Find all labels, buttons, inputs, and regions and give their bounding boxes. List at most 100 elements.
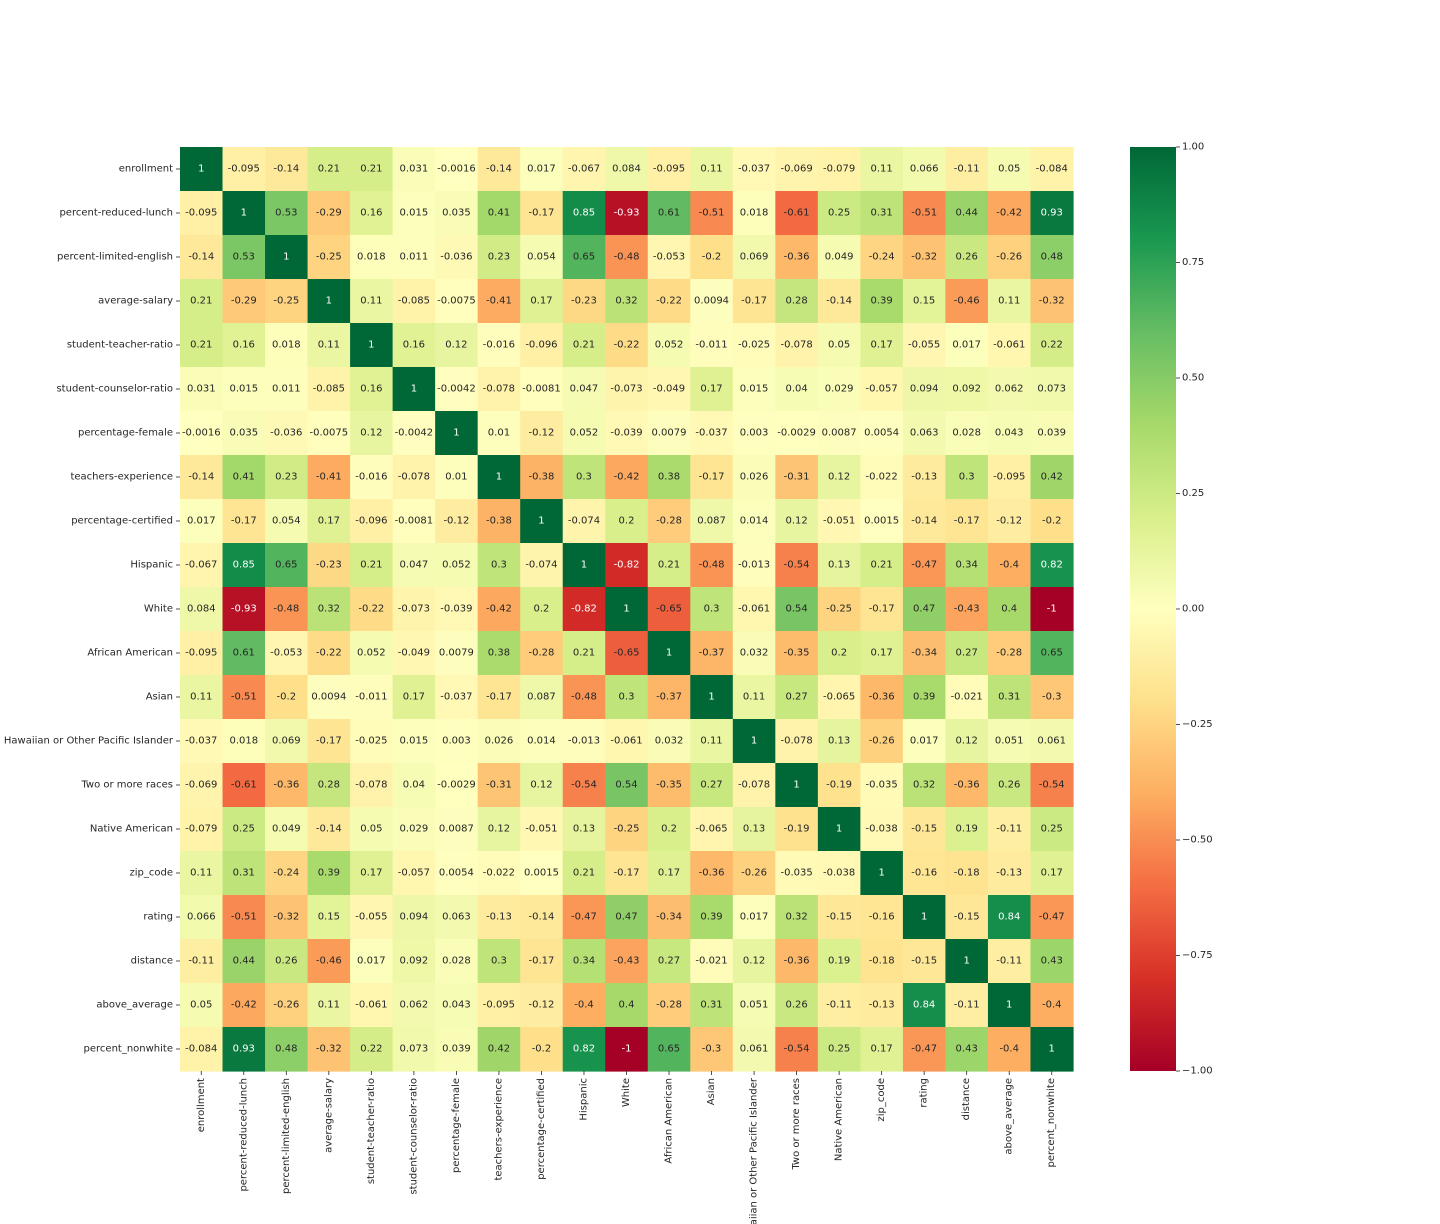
heatmap-cell bbox=[605, 631, 649, 676]
heatmap-cell bbox=[562, 147, 606, 192]
heatmap-cell bbox=[902, 807, 947, 852]
heatmap-cell bbox=[477, 631, 521, 676]
cell-annotation: -0.12 bbox=[996, 516, 1022, 527]
heatmap-cell bbox=[775, 675, 819, 720]
heatmap-cell bbox=[605, 279, 649, 324]
heatmap-cell bbox=[732, 411, 776, 456]
cell-annotation: 0.052 bbox=[442, 560, 471, 571]
heatmap-cell bbox=[562, 323, 606, 368]
cell-annotation: 0.029 bbox=[400, 824, 429, 835]
cell-annotation: -0.24 bbox=[273, 868, 299, 879]
heatmap-cell bbox=[222, 279, 266, 324]
cell-annotation: -0.2 bbox=[532, 1044, 552, 1055]
heatmap-cell bbox=[690, 279, 734, 324]
cell-annotation: 0.17 bbox=[871, 340, 893, 351]
cell-annotation: -0.41 bbox=[486, 296, 512, 307]
heatmap-cell bbox=[987, 499, 1032, 544]
heatmap-cell bbox=[435, 499, 479, 544]
cell-annotation: 0.23 bbox=[275, 472, 297, 483]
heatmap-cell bbox=[605, 807, 649, 852]
cell-annotation: 0.087 bbox=[527, 692, 556, 703]
cell-annotation: 0.0054 bbox=[439, 868, 474, 879]
heatmap-cell bbox=[477, 191, 521, 236]
cell-annotation: -0.36 bbox=[784, 956, 810, 967]
heatmap-cell bbox=[222, 983, 266, 1028]
cell-annotation: 0.41 bbox=[233, 472, 255, 483]
cell-annotation: -0.46 bbox=[954, 296, 980, 307]
heatmap-cell bbox=[350, 587, 394, 632]
cell-annotation: -0.2 bbox=[277, 692, 297, 703]
cell-annotation: 0.018 bbox=[272, 340, 301, 351]
heatmap-cell bbox=[477, 543, 521, 588]
heatmap-cell bbox=[435, 719, 479, 764]
heatmap-cell bbox=[817, 719, 861, 764]
y-tick-label: Two or more races bbox=[80, 780, 173, 791]
heatmap-cell bbox=[265, 235, 309, 280]
cell-annotation: 0.11 bbox=[360, 296, 382, 307]
heatmap-cell bbox=[477, 455, 521, 500]
heatmap-cell bbox=[477, 323, 521, 368]
heatmap-cell bbox=[647, 675, 691, 720]
cell-annotation: -0.079 bbox=[823, 164, 855, 175]
heatmap-cell bbox=[690, 719, 734, 764]
heatmap-cell bbox=[520, 499, 564, 544]
cell-annotation: 0.16 bbox=[360, 384, 382, 395]
heatmap-cell bbox=[307, 455, 351, 500]
heatmap-cell bbox=[392, 631, 436, 676]
heatmap-cell bbox=[392, 323, 436, 368]
cell-annotation: -0.095 bbox=[653, 164, 685, 175]
y-tick-label: percentage-female bbox=[78, 428, 173, 439]
heatmap-cell bbox=[180, 323, 224, 368]
cell-annotation: -0.0042 bbox=[395, 428, 434, 439]
cell-annotation: 0.21 bbox=[658, 560, 680, 571]
heatmap-cell bbox=[732, 763, 776, 808]
y-tick-label: student-counselor-ratio bbox=[56, 384, 173, 395]
heatmap-cell bbox=[392, 1027, 436, 1072]
heatmap-cell bbox=[987, 895, 1032, 940]
heatmap-cell bbox=[307, 587, 351, 632]
cell-annotation: -0.074 bbox=[568, 516, 600, 527]
heatmap-cell bbox=[265, 763, 309, 808]
cell-annotation: -0.0081 bbox=[522, 384, 561, 395]
heatmap-cell bbox=[945, 367, 989, 412]
cell-annotation: 0.032 bbox=[655, 736, 684, 747]
cell-annotation: -0.11 bbox=[954, 164, 980, 175]
heatmap-cell bbox=[350, 367, 394, 412]
heatmap-cell bbox=[902, 543, 947, 588]
heatmap-cell bbox=[902, 235, 947, 280]
heatmap-cell bbox=[817, 499, 861, 544]
cell-annotation: 0.061 bbox=[740, 1044, 769, 1055]
cell-annotation: 0.27 bbox=[700, 780, 722, 791]
cell-annotation: -0.48 bbox=[571, 692, 597, 703]
heatmap-cell bbox=[690, 1027, 734, 1072]
heatmap-cell bbox=[902, 719, 947, 764]
heatmap-cell bbox=[902, 631, 947, 676]
heatmap-cell bbox=[1030, 631, 1074, 676]
cell-annotation: -0.51 bbox=[231, 912, 257, 923]
colorbar-tick-label: 1.00 bbox=[1182, 142, 1204, 153]
cell-annotation: -0.061 bbox=[610, 736, 642, 747]
cell-annotation: -0.23 bbox=[571, 296, 597, 307]
heatmap-cell bbox=[1030, 895, 1074, 940]
cell-annotation: 0.011 bbox=[400, 252, 429, 263]
cell-annotation: -0.93 bbox=[614, 208, 640, 219]
cell-annotation: 0.061 bbox=[1037, 736, 1066, 747]
cell-annotation: 1 bbox=[368, 340, 374, 351]
heatmap-cell bbox=[265, 191, 309, 236]
heatmap-cell bbox=[690, 983, 734, 1028]
cell-annotation: 0.3 bbox=[959, 472, 975, 483]
cell-annotation: -1 bbox=[1047, 604, 1057, 615]
cell-annotation: 0.13 bbox=[828, 736, 850, 747]
cell-annotation: -0.41 bbox=[316, 472, 342, 483]
heatmap-cell bbox=[987, 851, 1032, 896]
cell-annotation: -0.25 bbox=[614, 824, 640, 835]
x-tick-label: zip_code bbox=[876, 1078, 887, 1122]
heatmap-cell bbox=[775, 235, 819, 280]
heatmap-cell bbox=[775, 147, 819, 192]
cell-annotation: -0.057 bbox=[398, 868, 430, 879]
heatmap-cell bbox=[690, 191, 734, 236]
cell-annotation: -0.25 bbox=[273, 296, 299, 307]
heatmap-cell bbox=[350, 895, 394, 940]
cell-annotation: -0.14 bbox=[529, 912, 555, 923]
cell-annotation: 0.38 bbox=[488, 648, 510, 659]
